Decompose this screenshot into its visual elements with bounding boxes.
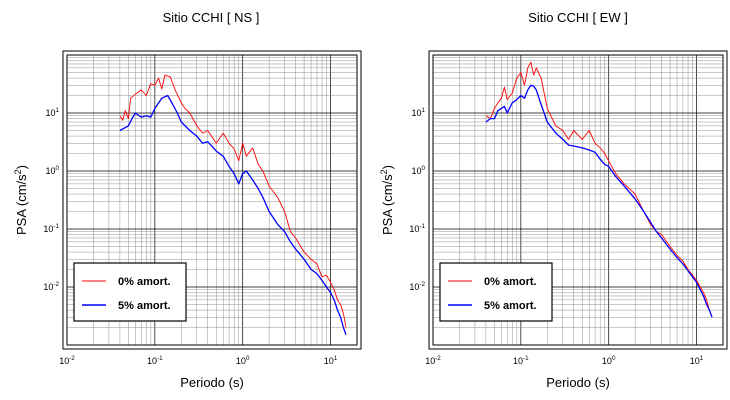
legend-label: 0% amort. xyxy=(484,276,537,288)
y-tick-label: 10-1 xyxy=(409,223,425,234)
x-tick-label: 10-1 xyxy=(147,355,163,366)
legend-label: 0% amort. xyxy=(118,276,171,288)
x-tick-label: 100 xyxy=(602,355,616,366)
x-tick-label: 10-2 xyxy=(425,355,441,366)
legend-label: 5% amort. xyxy=(118,300,171,312)
y-tick-label: 10-2 xyxy=(409,281,425,292)
series-line-amort-0 xyxy=(119,74,347,328)
y-tick-label: 100 xyxy=(411,165,425,176)
legend-box xyxy=(73,262,187,322)
legend-label: 5% amort. xyxy=(484,300,537,312)
legend: 0% amort. 5% amort. xyxy=(73,262,187,322)
x-tick-label: 10-1 xyxy=(513,355,529,366)
legend-box xyxy=(439,262,553,322)
y-axis-label: PSA (cm/s2) xyxy=(379,165,395,235)
grid xyxy=(432,54,724,346)
chart-title: Sitio CCHI [ NS ] xyxy=(163,10,260,25)
y-tick-label: 10-1 xyxy=(43,223,59,234)
plot-frame xyxy=(432,54,724,346)
plot-frame-outer xyxy=(62,50,362,350)
series-line-amort-0 xyxy=(485,61,713,318)
series-line-amort-5 xyxy=(119,94,347,336)
x-tick-label: 100 xyxy=(236,355,250,366)
y-tick-label: 10-2 xyxy=(43,281,59,292)
chart-title: Sitio CCHI [ EW ] xyxy=(528,10,628,25)
plot-frame-outer xyxy=(428,50,728,350)
y-tick-label: 100 xyxy=(45,165,59,176)
x-tick-label: 101 xyxy=(690,355,704,366)
y-tick-label: 101 xyxy=(411,107,425,118)
chart-panel-ew: Sitio CCHI [ EW ] 10-2 10-1 100 101 10-2 10-1 1… xyxy=(379,10,728,390)
series-line-amort-5 xyxy=(485,84,713,318)
x-axis-label: Periodo (s) xyxy=(546,375,610,390)
legend: 0% amort. 5% amort. xyxy=(439,262,553,322)
x-tick-label: 101 xyxy=(324,355,338,366)
x-axis-label: Periodo (s) xyxy=(180,375,244,390)
y-axis-label: PSA (cm/s2) xyxy=(13,165,29,235)
chart-panel-ns: Sitio CCHI [ NS ] 10-2 10-1 100 101 10-2 10-1 1… xyxy=(13,10,362,390)
x-tick-label: 10-2 xyxy=(59,355,75,366)
plot-frame xyxy=(66,54,358,346)
y-tick-label: 101 xyxy=(45,107,59,118)
